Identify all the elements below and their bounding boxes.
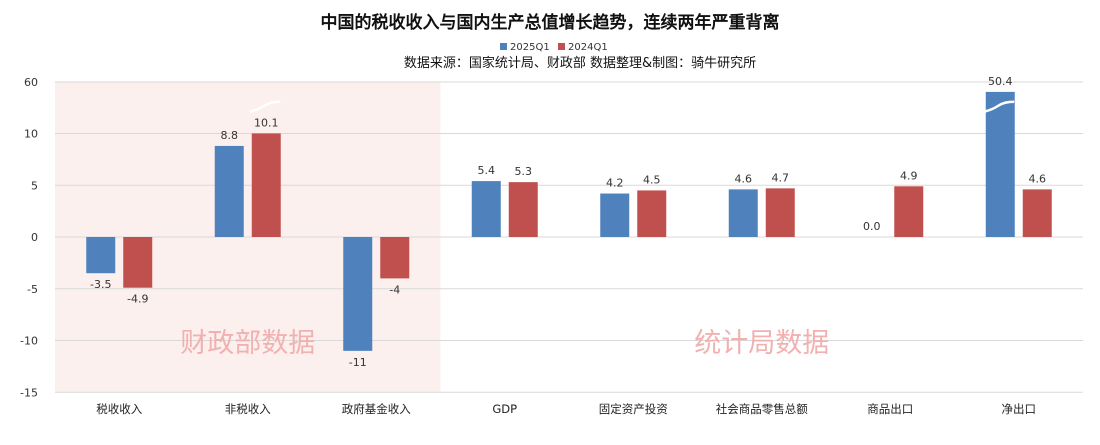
chart-source-note: 数据来源：国家统计局、财政部 数据整理&制图：骑牛研究所 [404, 55, 756, 71]
legend: 2025Q1 2024Q1 [500, 42, 608, 53]
x-category-label: 社会商品零售总额 [716, 402, 808, 416]
bar-2025Q1-3 [471, 181, 501, 237]
legend-label-2025Q1: 2025Q1 [510, 42, 550, 53]
bar-2025Q1-0 [86, 237, 116, 274]
x-category-label: 税收收入 [96, 402, 142, 416]
y-tick-label: -15 [20, 386, 38, 399]
y-tick-label: 60 [24, 76, 38, 89]
bar-2024Q1-0 [123, 237, 153, 288]
x-category-label: 净出口 [1002, 402, 1037, 416]
x-category-label: 非税收入 [225, 402, 271, 416]
x-category-label: 政府基金收入 [342, 402, 411, 416]
x-category-label: GDP [492, 402, 517, 416]
y-tick-label: -10 [20, 335, 38, 348]
data-label-2024Q1-6: 4.9 [900, 169, 918, 182]
data-label-2025Q1-2: -11 [349, 356, 367, 369]
data-label-2024Q1-4: 4.5 [643, 173, 661, 186]
region-label-1: 统计局数据 [694, 328, 829, 359]
bar-2025Q1-7 [985, 91, 1015, 237]
data-label-2024Q1-3: 5.3 [515, 165, 533, 178]
legend-swatch-2025Q1 [500, 43, 507, 50]
bar-2024Q1-3 [508, 182, 538, 237]
data-label-2024Q1-0: -4.9 [127, 293, 148, 306]
y-tick-label: 10 [24, 128, 38, 141]
axis-break-mark [249, 100, 281, 113]
bar-2024Q1-5 [765, 188, 795, 237]
data-label-2024Q1-1: 10.1 [254, 116, 279, 129]
bar-2025Q1-5 [728, 189, 758, 237]
data-label-2025Q1-5: 4.6 [735, 172, 753, 185]
data-label-2025Q1-7: 50.4 [988, 75, 1013, 88]
axis-break-mark [983, 100, 1015, 113]
x-category-label: 商品出口 [867, 402, 913, 416]
data-label-2025Q1-6: 0.0 [863, 220, 881, 233]
bar-2024Q1-7 [1022, 189, 1052, 237]
data-label-2024Q1-2: -4 [389, 283, 400, 296]
bar-2025Q1-2 [343, 237, 373, 351]
y-tick-label: 0 [31, 231, 38, 244]
y-tick-label: -5 [27, 283, 38, 296]
data-label-2025Q1-1: 8.8 [221, 129, 239, 142]
legend-swatch-2024Q1 [558, 43, 565, 50]
x-category-label: 固定资产投资 [599, 402, 668, 416]
bar-2024Q1-4 [637, 190, 667, 237]
bar-2025Q1-4 [600, 193, 630, 237]
data-label-2025Q1-0: -3.5 [90, 278, 111, 291]
legend-label-2024Q1: 2024Q1 [568, 42, 608, 53]
bar-2024Q1-6 [894, 186, 924, 237]
bar-2025Q1-1 [214, 145, 244, 237]
data-label-2025Q1-4: 4.2 [606, 177, 624, 190]
chart-title: 中国的税收收入与国内生产总值增长趋势，连续两年严重背离 [321, 12, 780, 33]
region-label-0: 财政部数据 [180, 328, 315, 359]
data-label-2025Q1-3: 5.4 [478, 164, 496, 177]
data-label-2024Q1-7: 4.6 [1029, 172, 1047, 185]
bar-2024Q1-1 [251, 133, 281, 237]
data-label-2024Q1-5: 4.7 [772, 171, 790, 184]
y-tick-label: 5 [31, 179, 38, 192]
bar-2024Q1-2 [380, 237, 410, 279]
